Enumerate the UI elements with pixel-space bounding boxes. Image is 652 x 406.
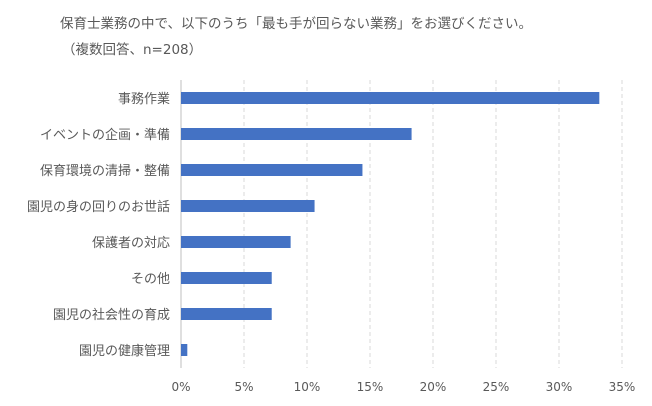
bar bbox=[181, 308, 272, 320]
category-label: 保育環境の清掃・整備 bbox=[40, 163, 170, 179]
gridlines bbox=[180, 80, 623, 368]
x-tick-label: 5% bbox=[234, 380, 253, 394]
x-tick-label: 15% bbox=[357, 380, 384, 394]
x-tick-label: 20% bbox=[420, 380, 447, 394]
bar bbox=[181, 92, 600, 104]
x-tick-label: 0% bbox=[171, 380, 190, 394]
chart-subtitle: （複数回答、n=208） bbox=[62, 42, 203, 58]
bars bbox=[181, 92, 600, 356]
category-label: イベントの企画・準備 bbox=[40, 127, 170, 143]
category-label: 保護者の対応 bbox=[92, 235, 170, 251]
chart-title: 保育士業務の中で、以下のうち「最も手が回らない業務」をお選びください。 bbox=[60, 16, 532, 32]
bar bbox=[181, 272, 272, 284]
bar bbox=[181, 164, 363, 176]
bar bbox=[181, 344, 188, 356]
category-label: 園児の社会性の育成 bbox=[53, 307, 170, 323]
bar bbox=[181, 200, 315, 212]
category-labels: 事務作業イベントの企画・準備保育環境の清掃・整備園児の身の回りのお世話保護者の対… bbox=[27, 91, 170, 359]
x-tick-label: 10% bbox=[294, 380, 321, 394]
x-tick-label: 30% bbox=[546, 380, 573, 394]
category-label: 園児の健康管理 bbox=[79, 343, 170, 359]
x-tick-labels: 0% 5% 10% 15% 20% 25% 30% 35% bbox=[171, 380, 635, 394]
x-tick-label: 25% bbox=[483, 380, 510, 394]
bar bbox=[181, 128, 412, 140]
category-label: 事務作業 bbox=[118, 91, 170, 107]
category-label: 園児の身の回りのお世話 bbox=[27, 199, 170, 215]
x-tick-label: 35% bbox=[609, 380, 636, 394]
bar bbox=[181, 236, 291, 248]
category-label: その他 bbox=[131, 272, 170, 287]
